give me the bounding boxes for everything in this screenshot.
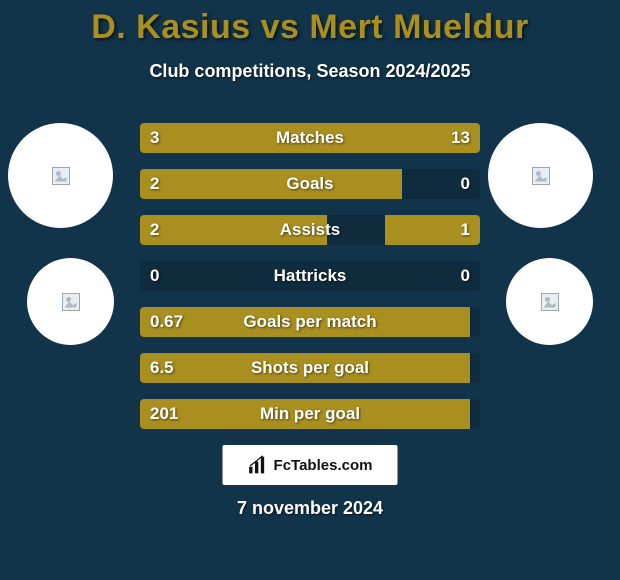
- metric-label: Matches: [140, 123, 480, 153]
- metric-label: Assists: [140, 215, 480, 245]
- right-value: 0: [461, 169, 470, 199]
- right-value: 0: [461, 261, 470, 291]
- subtitle: Club competitions, Season 2024/2025: [0, 61, 620, 82]
- player-b-club-avatar: [506, 258, 593, 345]
- metric-row: 3Matches13: [140, 123, 480, 153]
- comparison-card: D. Kasius vs Mert Mueldur Club competiti…: [0, 0, 620, 580]
- player-a-club-avatar: [27, 258, 114, 345]
- metric-label: Hattricks: [140, 261, 480, 291]
- metric-label: Goals: [140, 169, 480, 199]
- snapshot-date: 7 november 2024: [0, 498, 620, 519]
- placeholder-image-icon: [532, 167, 550, 185]
- player-b-avatar: [488, 123, 593, 228]
- metric-row: 0Hattricks0: [140, 261, 480, 291]
- metric-label: Min per goal: [140, 399, 480, 429]
- metric-label: Goals per match: [140, 307, 480, 337]
- metric-row: 0.67Goals per match: [140, 307, 480, 337]
- page-title: D. Kasius vs Mert Mueldur: [0, 0, 620, 47]
- metric-row: 201Min per goal: [140, 399, 480, 429]
- player-a-avatar: [8, 123, 113, 228]
- placeholder-image-icon: [541, 293, 559, 311]
- right-value: 1: [461, 215, 470, 245]
- metrics-table: 3Matches132Goals02Assists10Hattricks00.6…: [140, 123, 480, 445]
- metric-row: 2Assists1: [140, 215, 480, 245]
- metric-row: 6.5Shots per goal: [140, 353, 480, 383]
- metric-label: Shots per goal: [140, 353, 480, 383]
- bars-icon: [248, 455, 268, 475]
- metric-row: 2Goals0: [140, 169, 480, 199]
- placeholder-image-icon: [62, 293, 80, 311]
- right-value: 13: [451, 123, 470, 153]
- placeholder-image-icon: [52, 167, 70, 185]
- logo-text: FcTables.com: [274, 457, 373, 474]
- fctables-logo: FcTables.com: [223, 445, 398, 485]
